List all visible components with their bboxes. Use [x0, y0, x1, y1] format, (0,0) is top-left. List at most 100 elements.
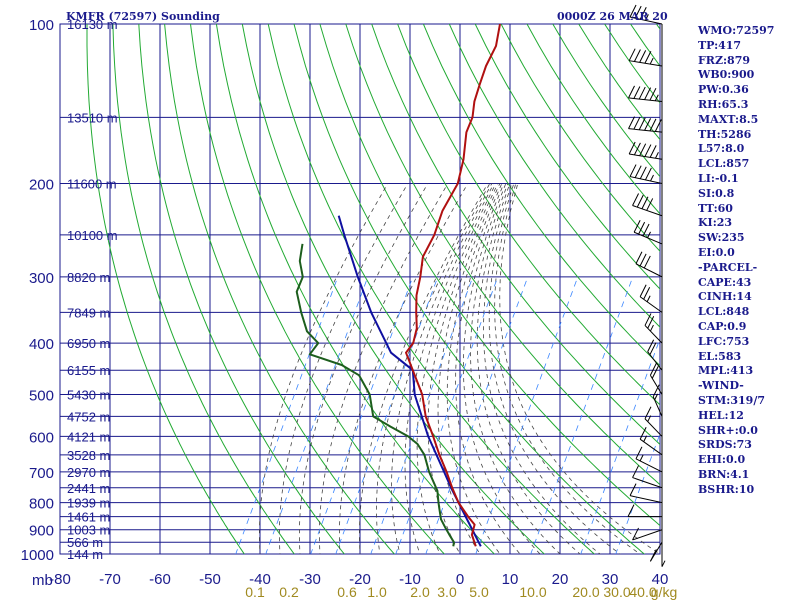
height-label: 16130 m	[67, 17, 118, 32]
wind-barb-flag	[644, 406, 652, 419]
wind-barb-flag	[647, 415, 652, 422]
wind-barb-flag	[647, 339, 655, 352]
wind-barb-flag	[647, 316, 655, 329]
mixing-ratio-tick-label: 0.1	[245, 584, 265, 600]
pressure-tick-label: 400	[29, 336, 54, 353]
mixing-ratio-tick-label: 1.0	[367, 584, 387, 600]
index-item: L57:8.0	[698, 142, 745, 156]
index-item: LI:-0.1	[698, 171, 739, 185]
index-item: MPL:413	[698, 364, 754, 378]
wind-barb	[632, 465, 663, 489]
wind-barb-flag	[628, 48, 636, 61]
dry-adiabat	[397, 24, 660, 406]
wind-barb-flag	[639, 284, 647, 297]
wind-barb-flag	[649, 342, 657, 355]
index-item: EI:0.0	[698, 245, 735, 259]
moist-adiabat	[427, 183, 499, 554]
wind-barb-staff	[639, 296, 663, 313]
index-item: STM:319/7	[698, 393, 765, 407]
mixing-ratio-tick-label: 10.0	[519, 584, 546, 600]
index-item: WMO:72597	[698, 24, 775, 37]
temperature-tick-label: -80	[49, 571, 71, 588]
wind-barb	[632, 193, 663, 217]
moist-adiabat	[359, 183, 489, 554]
wind-barb	[661, 546, 666, 567]
height-label: 1003 m	[67, 523, 110, 538]
wind-barb-staff	[635, 263, 663, 278]
dry-adiabat	[474, 24, 660, 290]
dry-adiabat	[293, 24, 646, 554]
height-label: 10100 m	[67, 228, 118, 243]
pressure-tick-label: 800	[29, 496, 54, 513]
mixing-ratio-tick-label: 3.0	[437, 584, 457, 600]
mixing-ratio-line	[370, 276, 474, 554]
mixing-ratio-lines	[235, 276, 660, 554]
wind-barb-flag	[633, 116, 641, 130]
moist-adiabat	[416, 183, 497, 554]
mixing-ratio-line	[265, 276, 369, 554]
wind-barb-flag	[649, 57, 654, 65]
wind-barb	[635, 251, 663, 278]
wind-barb	[628, 141, 663, 160]
sounding-traces	[295, 24, 501, 547]
wind-barb-flag	[634, 165, 642, 178]
wind-barb-flag	[639, 253, 647, 267]
wind-barb	[629, 164, 663, 185]
wind-barb-flag	[633, 142, 641, 156]
wind-barb-staff	[629, 495, 663, 504]
height-label: 1461 m	[67, 510, 110, 525]
index-item: TT:60	[698, 201, 733, 215]
wind-barb-flag	[628, 116, 635, 129]
wind-barb-flag	[628, 141, 636, 155]
wind-barb	[639, 426, 663, 456]
wind-barb-flag	[639, 143, 647, 156]
chart-grid	[59, 23, 661, 555]
pressure-axis-label: mb	[32, 572, 53, 589]
wind-barb-staff	[633, 231, 663, 245]
wind-barb-flag	[644, 14, 649, 21]
index-item: PW:0.36	[698, 83, 749, 97]
height-label: 13510 m	[67, 110, 118, 125]
pressure-tick-label: 300	[29, 270, 54, 287]
temperature-tick-label: -30	[299, 571, 321, 588]
temperature-tick-label: 10	[502, 571, 519, 588]
mixing-ratio-line	[530, 276, 634, 554]
wind-barb-flag	[644, 87, 652, 100]
height-label: 4121 m	[67, 429, 110, 444]
wind-barb-flag	[649, 324, 654, 332]
index-item: FRZ:879	[698, 53, 751, 67]
mixing-ratio-tick-label: 40.0	[629, 584, 656, 600]
wind-barb	[652, 384, 663, 417]
wind-barb	[633, 220, 663, 245]
pressure-tick-label: 500	[29, 387, 54, 404]
index-item: -WIND-	[698, 379, 744, 393]
wind-barb-flag	[649, 87, 657, 101]
index-item: KI:23	[698, 216, 733, 230]
temperature-tick-label: 40	[652, 571, 669, 588]
temperature-tick-label: 30	[602, 571, 619, 588]
wind-barb-flag	[649, 363, 657, 376]
wind-barb-flag	[654, 393, 659, 401]
wind-barb	[649, 363, 663, 395]
wind-barb-flag	[641, 196, 649, 210]
wind-barb-flag	[644, 313, 652, 326]
wind-barb-flag	[639, 166, 647, 180]
wind-barb-flag	[635, 251, 643, 264]
index-item: RH:65.3	[698, 97, 749, 111]
index-item: WB0:900	[698, 68, 755, 82]
height-label: 1939 m	[67, 496, 110, 511]
wind-barb-flag	[629, 164, 637, 177]
moist-adiabat	[319, 183, 449, 554]
pressure-tick-label: 1000	[21, 547, 54, 564]
index-item: BRN:4.1	[698, 467, 750, 481]
dry-adiabat	[86, 24, 245, 554]
height-label: 2441 m	[67, 481, 110, 496]
station-title: KMFR (72597) Sounding	[66, 10, 220, 23]
index-item: CINH:14	[698, 290, 752, 304]
dry-adiabat	[190, 24, 445, 554]
wind-barb-flag	[629, 4, 637, 18]
pressure-tick-label: 200	[29, 177, 54, 194]
pressure-tick-label: 900	[29, 523, 54, 540]
mixing-ratio-line	[335, 276, 439, 554]
